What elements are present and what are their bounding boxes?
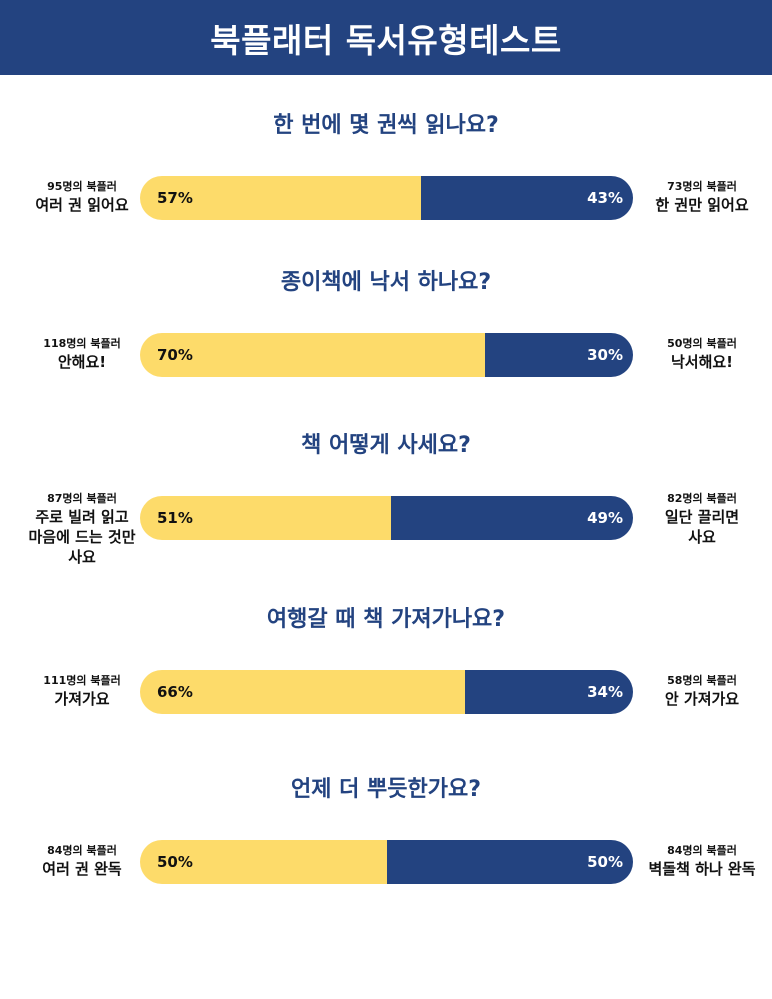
left-count: 95명의 북플러 xyxy=(47,180,117,193)
right-label: 한 권만 읽어요 xyxy=(655,195,749,214)
left-answer: 87명의 북플러 주로 빌려 읽고 마음에 드는 것만 사요 xyxy=(12,492,152,568)
page-header: 북플래터 독서유형테스트 xyxy=(0,0,772,75)
split-bar: 57% 43% xyxy=(140,176,633,220)
question-title: 한 번에 몇 권씩 읽나요? xyxy=(273,113,499,138)
question-title: 여행갈 때 책 가져가나요? xyxy=(266,607,506,632)
left-label: 주로 빌려 읽고 마음에 드는 것만 사요 xyxy=(28,507,136,567)
right-label: 벽돌책 하나 완독 xyxy=(648,859,756,878)
left-label: 여러 권 읽어요 xyxy=(35,195,129,214)
left-count: 87명의 북플러 xyxy=(47,492,117,505)
right-count: 82명의 북플러 xyxy=(667,492,737,505)
page-title: 북플래터 독서유형테스트 xyxy=(210,20,562,60)
left-count: 118명의 북플러 xyxy=(43,337,121,350)
percent-left: 57% xyxy=(157,189,193,207)
right-answer: 73명의 북플러 한 권만 읽어요 xyxy=(632,180,772,215)
bar-segment-left: 51% xyxy=(140,496,392,540)
right-answer: 84명의 북플러 벽돌책 하나 완독 xyxy=(632,844,772,879)
right-answer: 82명의 북플러 일단 끌리면 사요 xyxy=(632,492,772,547)
bar-segment-right: 30% xyxy=(485,333,633,377)
percent-right: 50% xyxy=(587,853,623,871)
split-bar: 66% 34% xyxy=(140,670,633,714)
left-label: 가져가요 xyxy=(54,689,110,708)
bar-segment-right: 34% xyxy=(465,670,633,714)
bar-segment-right: 49% xyxy=(391,496,633,540)
right-count: 84명의 북플러 xyxy=(667,844,737,857)
percent-right: 30% xyxy=(587,346,623,364)
left-answer: 84명의 북플러 여러 권 완독 xyxy=(12,844,152,879)
bar-segment-left: 50% xyxy=(140,840,387,884)
right-count: 58명의 북플러 xyxy=(667,674,737,687)
left-label: 안해요! xyxy=(57,352,107,371)
left-count: 84명의 북플러 xyxy=(47,844,117,857)
left-answer: 95명의 북플러 여러 권 읽어요 xyxy=(12,180,152,215)
split-bar: 50% 50% xyxy=(140,840,633,884)
bar-segment-right: 50% xyxy=(386,840,633,884)
bar-segment-left: 57% xyxy=(140,176,421,220)
right-label: 낙서해요! xyxy=(670,352,734,371)
left-answer: 111명의 북플러 가져가요 xyxy=(12,674,152,709)
split-bar: 70% 30% xyxy=(140,333,633,377)
right-answer: 50명의 북플러 낙서해요! xyxy=(632,337,772,372)
percent-left: 50% xyxy=(157,853,193,871)
percent-right: 43% xyxy=(587,189,623,207)
percent-left: 51% xyxy=(157,509,193,527)
percent-left: 66% xyxy=(157,683,193,701)
question-title: 언제 더 뿌듯한가요? xyxy=(290,777,481,802)
bar-segment-left: 66% xyxy=(140,670,466,714)
percent-right: 34% xyxy=(587,683,623,701)
right-answer: 58명의 북플러 안 가져가요 xyxy=(632,674,772,709)
bar-segment-left: 70% xyxy=(140,333,486,377)
right-label: 일단 끌리면 사요 xyxy=(664,507,740,547)
percent-right: 49% xyxy=(587,509,623,527)
bar-segment-right: 43% xyxy=(421,176,633,220)
question-title: 책 어떻게 사세요? xyxy=(301,433,471,458)
question-title: 종이책에 낙서 하나요? xyxy=(280,270,492,295)
right-count: 73명의 북플러 xyxy=(667,180,737,193)
split-bar: 51% 49% xyxy=(140,496,633,540)
left-answer: 118명의 북플러 안해요! xyxy=(12,337,152,372)
left-count: 111명의 북플러 xyxy=(43,674,121,687)
left-label: 여러 권 완독 xyxy=(42,859,122,878)
right-label: 안 가져가요 xyxy=(664,689,740,708)
right-count: 50명의 북플러 xyxy=(667,337,737,350)
percent-left: 70% xyxy=(157,346,193,364)
